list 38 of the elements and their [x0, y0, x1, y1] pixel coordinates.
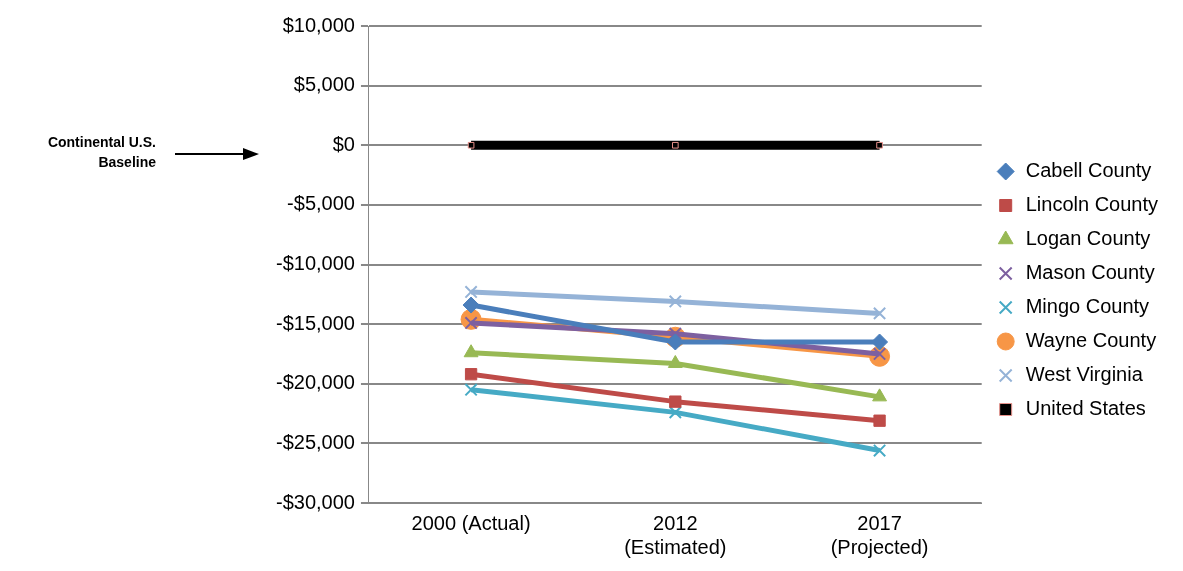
- y-tick-label: -$10,000: [275, 252, 355, 275]
- legend-label: Mason County: [1025, 261, 1155, 284]
- x-tick-label: 2012 (Estimated): [624, 511, 727, 558]
- y-tick-label: $5,000: [293, 73, 355, 96]
- legend-label: United States: [1025, 397, 1146, 420]
- point: [666, 333, 684, 351]
- point: [668, 294, 682, 309]
- y-tick-label: -$15,000: [275, 311, 355, 334]
- point: [876, 141, 883, 149]
- point: [672, 141, 679, 149]
- point: [462, 296, 480, 314]
- point: [872, 443, 887, 458]
- point: [872, 306, 887, 321]
- point: [669, 395, 682, 408]
- point: [464, 368, 478, 381]
- legend-label: Wayne County: [1025, 329, 1157, 352]
- y-tick-label: -$25,000: [275, 430, 355, 453]
- point: [464, 285, 478, 299]
- text: Continental U.S. Baseline: [46, 133, 156, 172]
- y-tick-label: $10,000: [282, 13, 355, 36]
- point: [871, 333, 889, 351]
- legend-label: Mingo County: [1025, 295, 1150, 318]
- point: [872, 388, 887, 402]
- y-tick-label: $0: [332, 132, 355, 155]
- legend-label: West Virginia: [1025, 363, 1144, 386]
- point: [467, 141, 475, 149]
- x-tick-label: 2000 (Actual): [411, 511, 531, 534]
- legend-label: Logan County: [1025, 227, 1151, 250]
- x-tick-label: 2017 (Projected): [830, 511, 929, 558]
- legend-label: Lincoln County: [1025, 193, 1159, 216]
- y-tick-label: -$5,000: [287, 192, 355, 215]
- y-tick-label: -$20,000: [275, 371, 355, 394]
- legend-label: Cabell County: [1025, 159, 1152, 182]
- point: [668, 405, 682, 420]
- point: [463, 344, 479, 358]
- point: [873, 414, 886, 427]
- point: [464, 383, 478, 397]
- y-tick-label: -$30,000: [275, 490, 355, 513]
